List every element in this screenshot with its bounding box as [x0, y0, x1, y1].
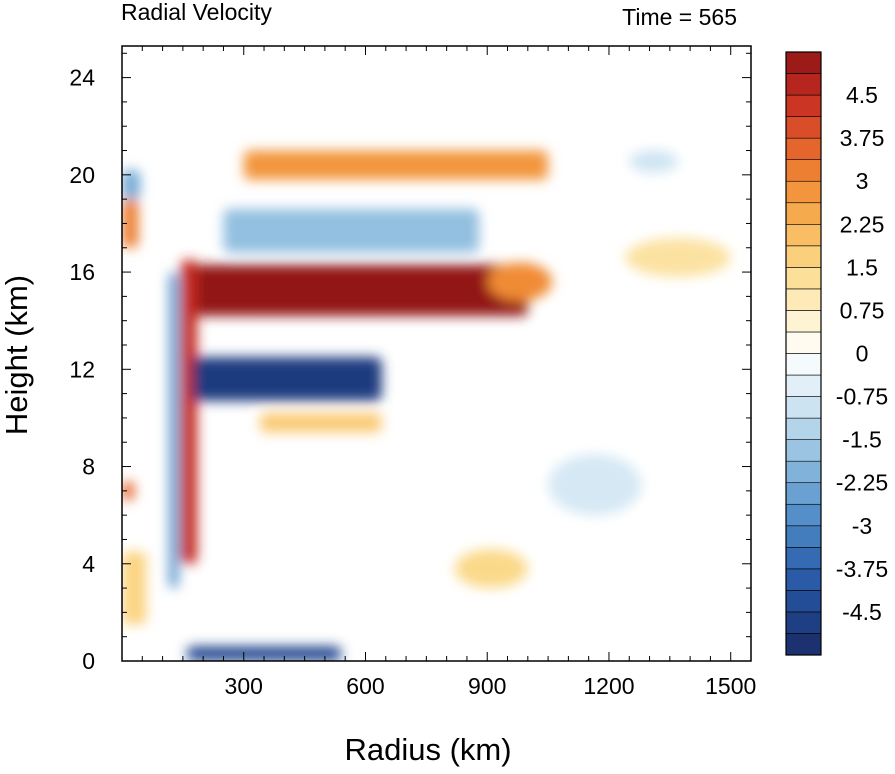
colorbar-segment [785, 525, 822, 548]
colorbar-segment [785, 353, 822, 376]
y-tick-label: 0 [82, 648, 95, 674]
colorbar-tick-label: 0.75 [840, 297, 885, 323]
field-feature-12 [122, 199, 139, 248]
field-feature-13 [122, 169, 141, 200]
x-tick-label: 1200 [583, 673, 634, 699]
y-tick-label: 16 [69, 259, 95, 285]
field-feature-7 [259, 413, 382, 433]
colorbar-segment [785, 73, 822, 96]
field-feature-15 [122, 551, 147, 625]
field-feature-5 [223, 208, 480, 253]
x-axis-label: Radius (km) [344, 732, 511, 767]
colorbar-segment [785, 482, 822, 505]
y-axis-label: Height (km) [0, 275, 34, 435]
colorbar-segment [785, 288, 822, 311]
colorbar-tick-label: 3.75 [840, 125, 885, 151]
colorbar-segment [785, 223, 822, 247]
colorbar-segment [785, 310, 822, 333]
x-tick-label: 1500 [705, 673, 756, 699]
x-tick-label: 300 [225, 673, 263, 699]
colorbar-tick-label: 4.5 [846, 82, 878, 108]
x-tick-label: 900 [468, 673, 506, 699]
velocity-field [122, 150, 731, 661]
y-tick-label: 24 [69, 65, 95, 91]
y-tick-label: 4 [82, 551, 95, 577]
colorbar-segment [785, 267, 822, 290]
colorbar-segment [785, 568, 822, 591]
colorbar-segment [785, 51, 822, 74]
colorbar-segment [785, 439, 822, 462]
colorbar-segment [785, 374, 822, 397]
field-feature-8 [186, 646, 342, 661]
colorbar-tick-label: -4.5 [842, 599, 882, 625]
colorbar-segment [785, 116, 822, 139]
colorbar-segment [785, 331, 822, 354]
colorbar-segment [785, 633, 822, 656]
y-tick-label: 20 [69, 162, 95, 188]
field-feature-2 [180, 259, 198, 564]
colorbar-tick-label: -2.25 [836, 470, 888, 496]
field-feature-6 [625, 238, 731, 277]
colorbar-segment [785, 547, 822, 570]
x-axis-ticks: 300 600 900 1200 1500 [141, 46, 756, 699]
colorbar-tick-label: -0.75 [836, 384, 888, 410]
colorbar-segment [785, 590, 822, 613]
colorbar-ticks: 4.5 3.75 3 2.25 1.5 0.75 0 -0.75 -1.5 -2.25 -3 -3.7… [836, 82, 888, 625]
field-feature-14 [122, 481, 135, 501]
y-axis-ticks: 0 4 8 12 16 20 24 [69, 52, 751, 674]
x-tick-label: 600 [346, 673, 384, 699]
field-feature-3 [193, 357, 382, 401]
field-feature-16 [168, 272, 179, 589]
colorbar-segment [785, 159, 822, 182]
colorbar-tick-label: 0 [856, 341, 869, 367]
field-feature-1 [487, 262, 553, 302]
colorbar-segment [785, 396, 822, 419]
plot-frame [121, 45, 752, 662]
colorbar-tick-label: 2.25 [840, 211, 885, 237]
colorbar-segment [785, 202, 822, 225]
y-tick-label: 8 [82, 454, 95, 480]
colorbar [785, 51, 822, 656]
colorbar-tick-label: -1.5 [842, 427, 882, 453]
colorbar-tick-label: 3 [856, 168, 869, 194]
plot-background [122, 46, 751, 661]
colorbar-segment [785, 503, 822, 527]
y-tick-label: 12 [69, 356, 95, 382]
colorbar-tick-label: 1.5 [846, 254, 878, 280]
colorbar-segment [785, 180, 822, 204]
field-feature-10 [548, 454, 642, 516]
field-feature-4 [243, 150, 549, 180]
field-feature-9 [454, 549, 528, 589]
colorbar-segment [785, 245, 822, 268]
field-feature-11 [629, 150, 678, 173]
colorbar-frame [785, 51, 822, 656]
field-feature-0 [186, 264, 528, 316]
chart-title: Radial Velocity [121, 0, 272, 25]
colorbar-tick-label: -3 [852, 513, 872, 539]
colorbar-tick-label: -3.75 [836, 556, 888, 582]
colorbar-segment [785, 611, 822, 634]
time-label: Time = 565 [622, 4, 737, 30]
colorbar-segment [785, 460, 822, 484]
colorbar-segment [785, 94, 822, 117]
colorbar-segment [785, 417, 822, 440]
colorbar-segment [785, 137, 822, 160]
